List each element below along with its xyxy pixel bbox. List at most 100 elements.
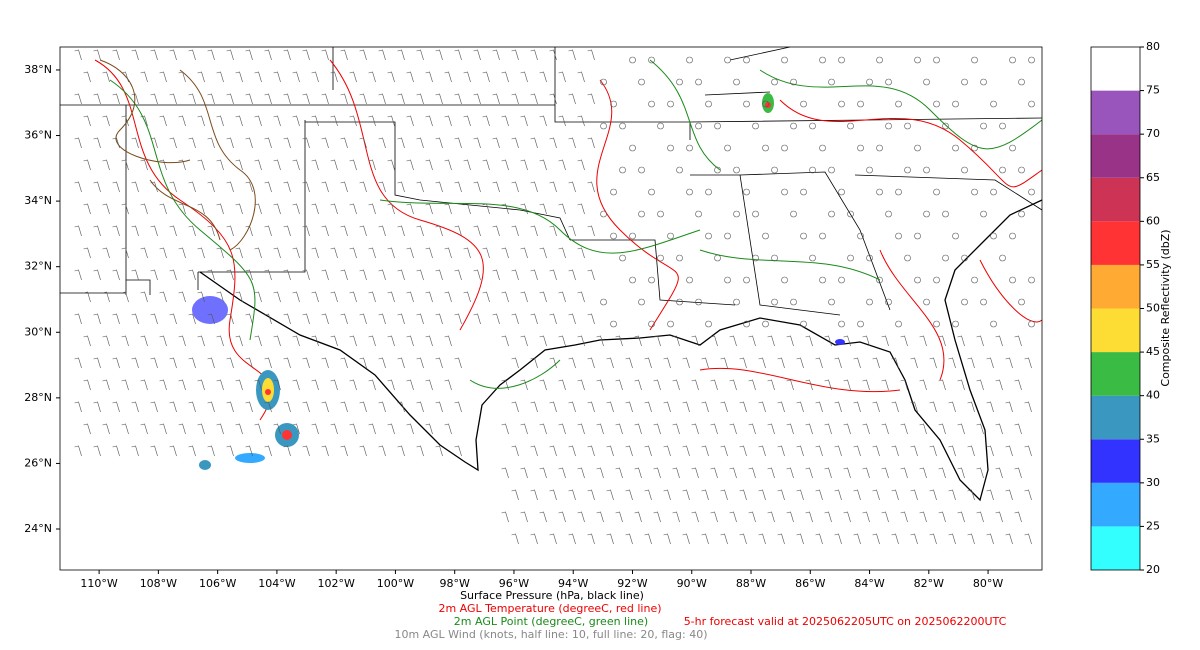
wind-barb: [625, 401, 633, 413]
wind-barb: [302, 225, 310, 237]
wind-barb: [435, 225, 443, 237]
wind-barb: [207, 181, 215, 193]
calm-wind: [676, 254, 683, 262]
wind-barb: [986, 401, 994, 413]
wind-barb: [710, 467, 718, 479]
calm-wind: [990, 100, 997, 108]
wind-barb: [378, 93, 386, 105]
wind-barb: [568, 225, 576, 237]
wind-barb: [682, 533, 690, 545]
calm-wind: [724, 144, 731, 152]
calm-wind: [1009, 144, 1016, 152]
wind-barb: [967, 489, 975, 501]
wind-barb: [121, 71, 129, 83]
calm-wind: [771, 298, 778, 306]
wind-barb: [321, 313, 329, 325]
wind-barb: [178, 291, 186, 303]
wind-barb: [682, 357, 690, 369]
wind-barb: [311, 71, 319, 83]
lon-tick-label: 80°W: [973, 577, 1003, 590]
wind-barb: [454, 313, 462, 325]
wind-barb: [207, 445, 215, 457]
calm-wind: [1018, 78, 1025, 86]
colorbar-bin: [1091, 526, 1140, 570]
calm-wind: [952, 144, 959, 152]
wind-barb: [539, 379, 547, 391]
wind-barb: [340, 49, 348, 61]
wind-barb: [606, 489, 614, 501]
calm-wind: [743, 320, 750, 328]
wind-barb: [995, 511, 1003, 523]
wind-barb: [292, 423, 300, 435]
wind-barb: [663, 533, 671, 545]
wind-barb: [178, 379, 186, 391]
calm-wind: [847, 254, 854, 262]
wind-barb: [834, 489, 842, 501]
wind-barb: [254, 247, 262, 259]
wind-barb: [83, 203, 91, 215]
wind-barb: [406, 115, 414, 127]
wind-barb: [1024, 533, 1032, 545]
lon-tick-label: 84°W: [854, 577, 884, 590]
wind-barb: [273, 247, 281, 259]
wind-barb: [197, 423, 205, 435]
wind-barb: [948, 401, 956, 413]
wind-barb: [653, 335, 661, 347]
calm-wind: [800, 232, 807, 240]
wind-barb: [587, 313, 595, 325]
calm-wind: [1018, 298, 1025, 306]
calm-wind: [648, 56, 655, 64]
wind-barb: [634, 335, 642, 347]
wind-barb: [83, 335, 91, 347]
lat-tick-label: 30°N: [24, 325, 52, 338]
calm-wind: [1028, 320, 1035, 328]
wind-barb: [967, 401, 975, 413]
wind-barb: [454, 269, 462, 281]
calm-wind: [648, 100, 655, 108]
wind-barb: [283, 445, 291, 457]
wind-barb: [406, 291, 414, 303]
calm-wind: [895, 188, 902, 196]
wind-barb: [473, 137, 481, 149]
wind-barb: [349, 203, 357, 215]
wind-barb: [169, 445, 177, 457]
wind-barb: [663, 357, 671, 369]
wind-barb: [178, 423, 186, 435]
calm-wind: [838, 188, 845, 196]
calm-wind: [885, 122, 892, 130]
map-layer: [60, 46, 1043, 570]
wind-barb: [520, 247, 528, 259]
wind-barb: [425, 423, 433, 435]
wind-barb: [178, 335, 186, 347]
caption-pressure: Surface Pressure (hPa, black line): [460, 589, 644, 602]
wind-barb: [843, 335, 851, 347]
wind-barb: [739, 445, 747, 457]
wind-barb: [330, 159, 338, 171]
calm-wind: [857, 144, 864, 152]
wind-barb: [416, 313, 424, 325]
wind-barb: [986, 533, 994, 545]
wind-barb: [539, 291, 547, 303]
calm-wind: [904, 122, 911, 130]
wind-barb: [188, 93, 196, 105]
calm-wind: [600, 78, 607, 86]
wind-barb: [720, 533, 728, 545]
wind-barb: [957, 379, 965, 391]
wind-barb: [758, 357, 766, 369]
wind-barb: [416, 445, 424, 457]
calm-wind: [1028, 276, 1035, 284]
wind-barb: [824, 423, 832, 435]
wind-barb: [967, 533, 975, 545]
wind-barb: [311, 247, 319, 259]
wind-barb: [340, 137, 348, 149]
wind-barb: [568, 357, 576, 369]
wind-barb: [235, 335, 243, 347]
wind-barb: [273, 423, 281, 435]
wind-barb: [169, 313, 177, 325]
wind-barb: [511, 489, 519, 501]
wind-barb: [359, 445, 367, 457]
calm-wind: [790, 122, 797, 130]
calm-wind: [733, 210, 740, 218]
wind-barb: [625, 533, 633, 545]
wind-barb: [701, 401, 709, 413]
